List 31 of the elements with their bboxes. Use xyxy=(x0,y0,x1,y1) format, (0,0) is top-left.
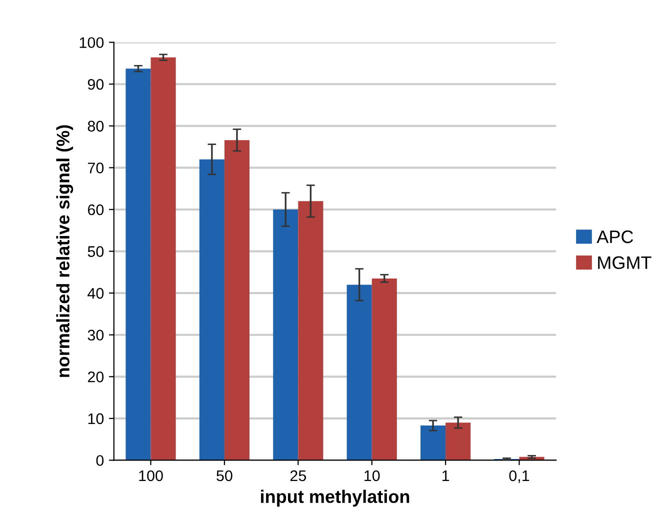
bar xyxy=(420,426,446,460)
x-tick-label: 10 xyxy=(364,470,380,482)
y-tick-label: 60 xyxy=(88,204,104,216)
bar xyxy=(372,278,397,460)
x-tick-label: 25 xyxy=(290,470,306,482)
bar xyxy=(446,422,471,460)
y-tick-label: 20 xyxy=(88,372,104,382)
y-tick-label: 70 xyxy=(88,162,104,174)
y-tick-label: 50 xyxy=(88,246,104,257)
x-tick-label: 0,1 xyxy=(509,470,530,483)
legend-label: APC xyxy=(596,230,634,244)
x-tick-label: 100 xyxy=(139,470,163,482)
y-tick-label: 90 xyxy=(88,78,104,90)
y-tick-label: 0 xyxy=(96,455,104,466)
x-axis-title: input methylation xyxy=(261,490,410,507)
x-tick-label: 1 xyxy=(442,470,450,482)
bar xyxy=(298,201,324,460)
y-tick-label: 30 xyxy=(88,330,104,341)
bar xyxy=(273,209,298,460)
y-axis-title: normalized relative signal (%) xyxy=(56,125,74,378)
x-tick-label: 50 xyxy=(216,470,232,482)
y-tick-label: 100 xyxy=(80,37,104,48)
bar xyxy=(150,57,176,460)
y-tick-label: 80 xyxy=(88,120,104,132)
bar xyxy=(126,68,151,460)
legend-label: MGMT xyxy=(598,256,652,270)
y-tick-label: 40 xyxy=(88,288,104,299)
bar xyxy=(199,159,224,460)
bar xyxy=(224,140,250,460)
bar xyxy=(346,284,372,460)
y-tick-label: 10 xyxy=(88,413,104,424)
